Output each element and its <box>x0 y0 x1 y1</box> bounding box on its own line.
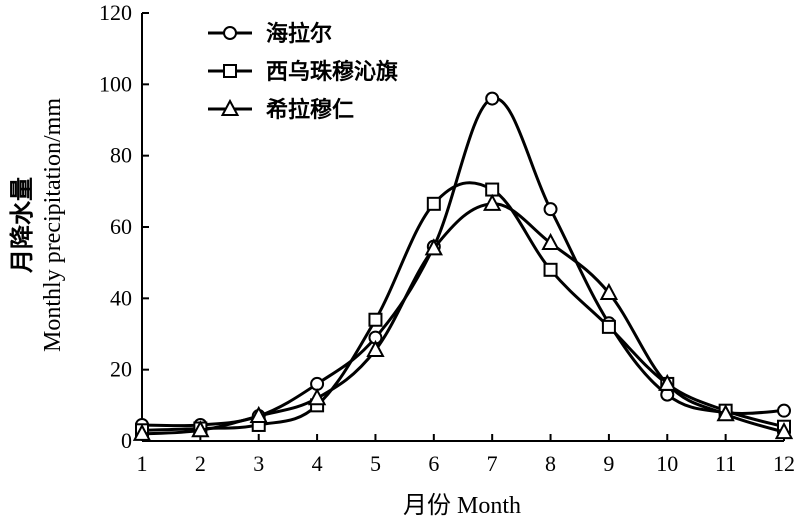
legend-item: 希拉穆仁 <box>208 97 354 123</box>
series-line <box>141 96 785 428</box>
x-tick-label: 2 <box>195 451 206 476</box>
x-tick-label: 10 <box>656 451 678 476</box>
triangle-marker <box>658 373 677 391</box>
triangle-marker <box>774 421 794 440</box>
y-tick-label: 20 <box>110 357 132 382</box>
x-tick-label: 12 <box>773 451 795 476</box>
triangle-marker <box>483 193 502 211</box>
triangle-marker <box>307 388 327 406</box>
y-tick-label: 40 <box>110 285 132 310</box>
x-tick-label: 11 <box>715 451 736 476</box>
x-tick-label: 3 <box>253 451 264 476</box>
legend-label: 海拉尔 <box>266 21 332 47</box>
x-tick-label: 9 <box>603 451 614 476</box>
triangle-marker <box>366 339 385 358</box>
y-tick-label: 80 <box>110 143 132 168</box>
triangle-marker <box>191 420 210 438</box>
triangle-marker <box>424 238 443 256</box>
legend-circle-marker <box>223 26 237 40</box>
triangle-marker <box>249 405 268 424</box>
y-axis-title-cn: 月降水量 <box>8 177 36 274</box>
y-tick-label: 120 <box>99 0 132 25</box>
circle-marker <box>777 403 791 418</box>
legend-label: 希拉穆仁 <box>266 97 354 123</box>
square-marker <box>543 262 558 277</box>
series-3 <box>132 193 794 441</box>
x-tick-label: 7 <box>487 451 498 476</box>
triangle-marker <box>541 232 560 251</box>
circle-marker <box>543 202 558 217</box>
legend-square-marker <box>223 64 237 78</box>
series-line <box>141 181 785 432</box>
triangle-marker <box>716 404 735 422</box>
circle-marker <box>485 91 500 106</box>
y-tick-label: 100 <box>99 71 132 96</box>
x-tick-label: 8 <box>545 451 556 476</box>
triangle-marker <box>132 423 152 441</box>
square-marker <box>368 312 383 327</box>
square-marker <box>426 196 441 211</box>
legend-label: 西乌珠穆沁旗 <box>266 59 398 85</box>
series-line <box>141 202 785 436</box>
x-axis-title: 月份 Month <box>403 492 521 519</box>
x-tick-label: 6 <box>428 451 439 476</box>
square-marker <box>601 319 616 334</box>
y-axis-title-en: Monthly precipitation/mm <box>40 98 66 352</box>
triangle-marker <box>599 282 619 300</box>
x-tick-label: 1 <box>137 451 148 476</box>
legend-item: 海拉尔 <box>208 21 332 47</box>
series-1 <box>135 91 791 432</box>
y-tick-label: 0 <box>121 428 132 453</box>
legend-triangle-marker <box>220 98 240 116</box>
x-tick-label: 5 <box>370 451 381 476</box>
series-2 <box>135 181 791 438</box>
series-layer <box>132 91 794 441</box>
x-tick-label: 4 <box>312 451 323 476</box>
y-tick-label: 60 <box>110 214 132 239</box>
legend-item: 西乌珠穆沁旗 <box>208 59 398 85</box>
